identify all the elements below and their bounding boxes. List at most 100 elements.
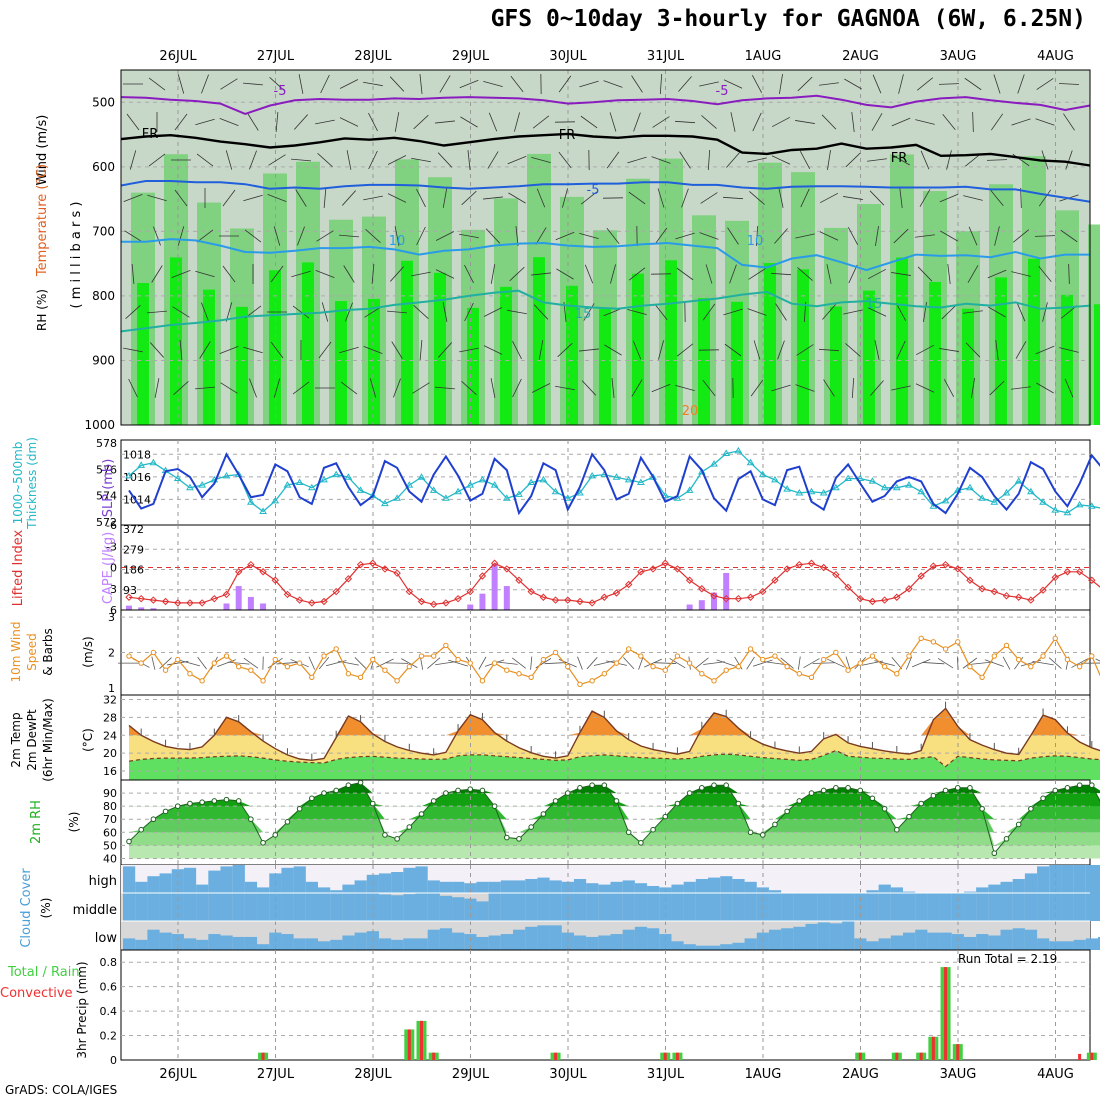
li-marker	[539, 593, 548, 601]
cloud-bar-middle	[1012, 893, 1025, 921]
wind-barb	[195, 386, 215, 390]
wind-barb	[1038, 189, 1052, 207]
wind-barb	[363, 346, 383, 354]
wind-barb-10m	[812, 662, 835, 664]
cloud-bar-middle	[720, 893, 733, 921]
wind-speed-marker	[760, 656, 766, 663]
wind-speed-marker	[723, 667, 729, 673]
cloud-bar-low	[744, 938, 757, 950]
li-marker	[1027, 596, 1035, 604]
li-marker	[856, 594, 864, 603]
wind-barb	[1011, 271, 1031, 277]
wind-barb	[606, 151, 620, 169]
cloud-bar-high	[720, 876, 733, 893]
wind-barb	[364, 306, 382, 318]
cloud-ylabel-1: Cloud Cover	[19, 868, 34, 948]
wind-barb	[726, 152, 740, 168]
cloud-bar-middle	[842, 893, 855, 921]
rh2m-marker	[491, 803, 498, 809]
thickness-marker	[344, 473, 353, 480]
cloud-bar-middle	[1073, 893, 1086, 921]
wind-speed-marker	[942, 646, 949, 652]
cloud-bar-middle	[476, 901, 489, 921]
li-marker	[247, 560, 255, 569]
cloud-bar-middle	[415, 893, 428, 921]
pressure-tick-label: 600	[92, 160, 115, 174]
cloud-bar-high	[561, 881, 574, 893]
wind-barb	[243, 346, 263, 354]
cloud-bar-low	[817, 922, 830, 950]
cloud-bar-middle	[330, 893, 343, 921]
cloud-bar-middle	[1085, 893, 1099, 921]
cloud-bar-middle	[196, 893, 209, 921]
cloud-bar-low	[854, 938, 867, 950]
wind-barb	[699, 81, 719, 87]
wind-barb	[1017, 74, 1025, 94]
cloud-bar-low	[659, 934, 672, 950]
thickness-marker	[746, 458, 755, 466]
wind-barb	[459, 347, 479, 353]
wind-barb	[609, 112, 617, 132]
wind-barb	[174, 113, 188, 131]
cloud-bar-low	[135, 939, 148, 950]
rh2m-ylabel-2: (%)	[67, 812, 81, 833]
wind-barb	[971, 378, 975, 398]
cloud-bar-middle	[232, 893, 245, 921]
wind-barb	[488, 112, 498, 132]
cloud-bar-high	[220, 866, 233, 893]
wind-barb-10m	[401, 658, 418, 668]
wind-barb-10m	[827, 658, 845, 668]
li-marker	[1014, 593, 1023, 601]
thickness-marker	[710, 460, 718, 467]
wind-barb	[487, 151, 499, 169]
wind-barb	[747, 308, 767, 316]
cape-bar	[126, 605, 132, 610]
precip-convective-bar	[675, 1052, 679, 1060]
rh2m-marker	[126, 838, 132, 845]
thickness-marker	[417, 473, 426, 480]
cloud-bar-low	[781, 928, 794, 950]
wind-barb	[1012, 229, 1030, 243]
li-tick-label: 6	[110, 604, 117, 617]
x-tick-label-bottom: 1AUG	[745, 1067, 782, 1082]
wind-barb-10m	[703, 661, 725, 665]
wind-barb	[987, 269, 1007, 279]
wind-barb	[123, 194, 143, 202]
wind-speed-line	[128, 637, 1100, 686]
wind-barb	[201, 302, 209, 322]
cloud-bar-middle	[647, 893, 660, 921]
wind-barb	[700, 192, 718, 204]
wind-speed-marker	[150, 649, 157, 656]
li-marker	[978, 585, 986, 593]
cloud-bar-low	[439, 928, 453, 950]
thickness-marker	[563, 494, 572, 501]
wind-barb	[627, 156, 647, 164]
wind-barb-10m	[308, 656, 316, 670]
wind-barb	[896, 340, 906, 360]
wind-barb	[177, 74, 185, 94]
wind-speed-marker	[650, 663, 656, 670]
cloud-bar-middle	[988, 893, 1001, 921]
cloud-bar-high	[1061, 865, 1074, 893]
wind-barb	[151, 265, 163, 283]
rh2m-marker	[174, 803, 181, 809]
isotherm-label: -5	[274, 84, 287, 99]
wind-barb	[416, 188, 426, 208]
cloud-bar-high	[500, 880, 514, 893]
cape-bar	[686, 604, 693, 610]
rh2m-marker	[857, 787, 864, 794]
li-marker	[429, 600, 438, 609]
cloud-bar-high	[1024, 873, 1038, 893]
wind-speed-marker	[175, 656, 181, 663]
wind-speed-marker	[601, 671, 608, 677]
precip-ylabel-1: 3hr Precip (mm)	[75, 961, 89, 1058]
wind-barb	[419, 74, 423, 94]
li-tick-label: 0	[110, 562, 117, 575]
wind-speed-marker	[784, 663, 790, 670]
cloud-bar-high	[768, 890, 782, 893]
wind-speed-marker	[296, 660, 303, 666]
wind-barb	[659, 73, 663, 95]
wind-barb	[771, 116, 791, 128]
thickness-marker	[368, 491, 377, 499]
cape-bar	[138, 607, 145, 610]
